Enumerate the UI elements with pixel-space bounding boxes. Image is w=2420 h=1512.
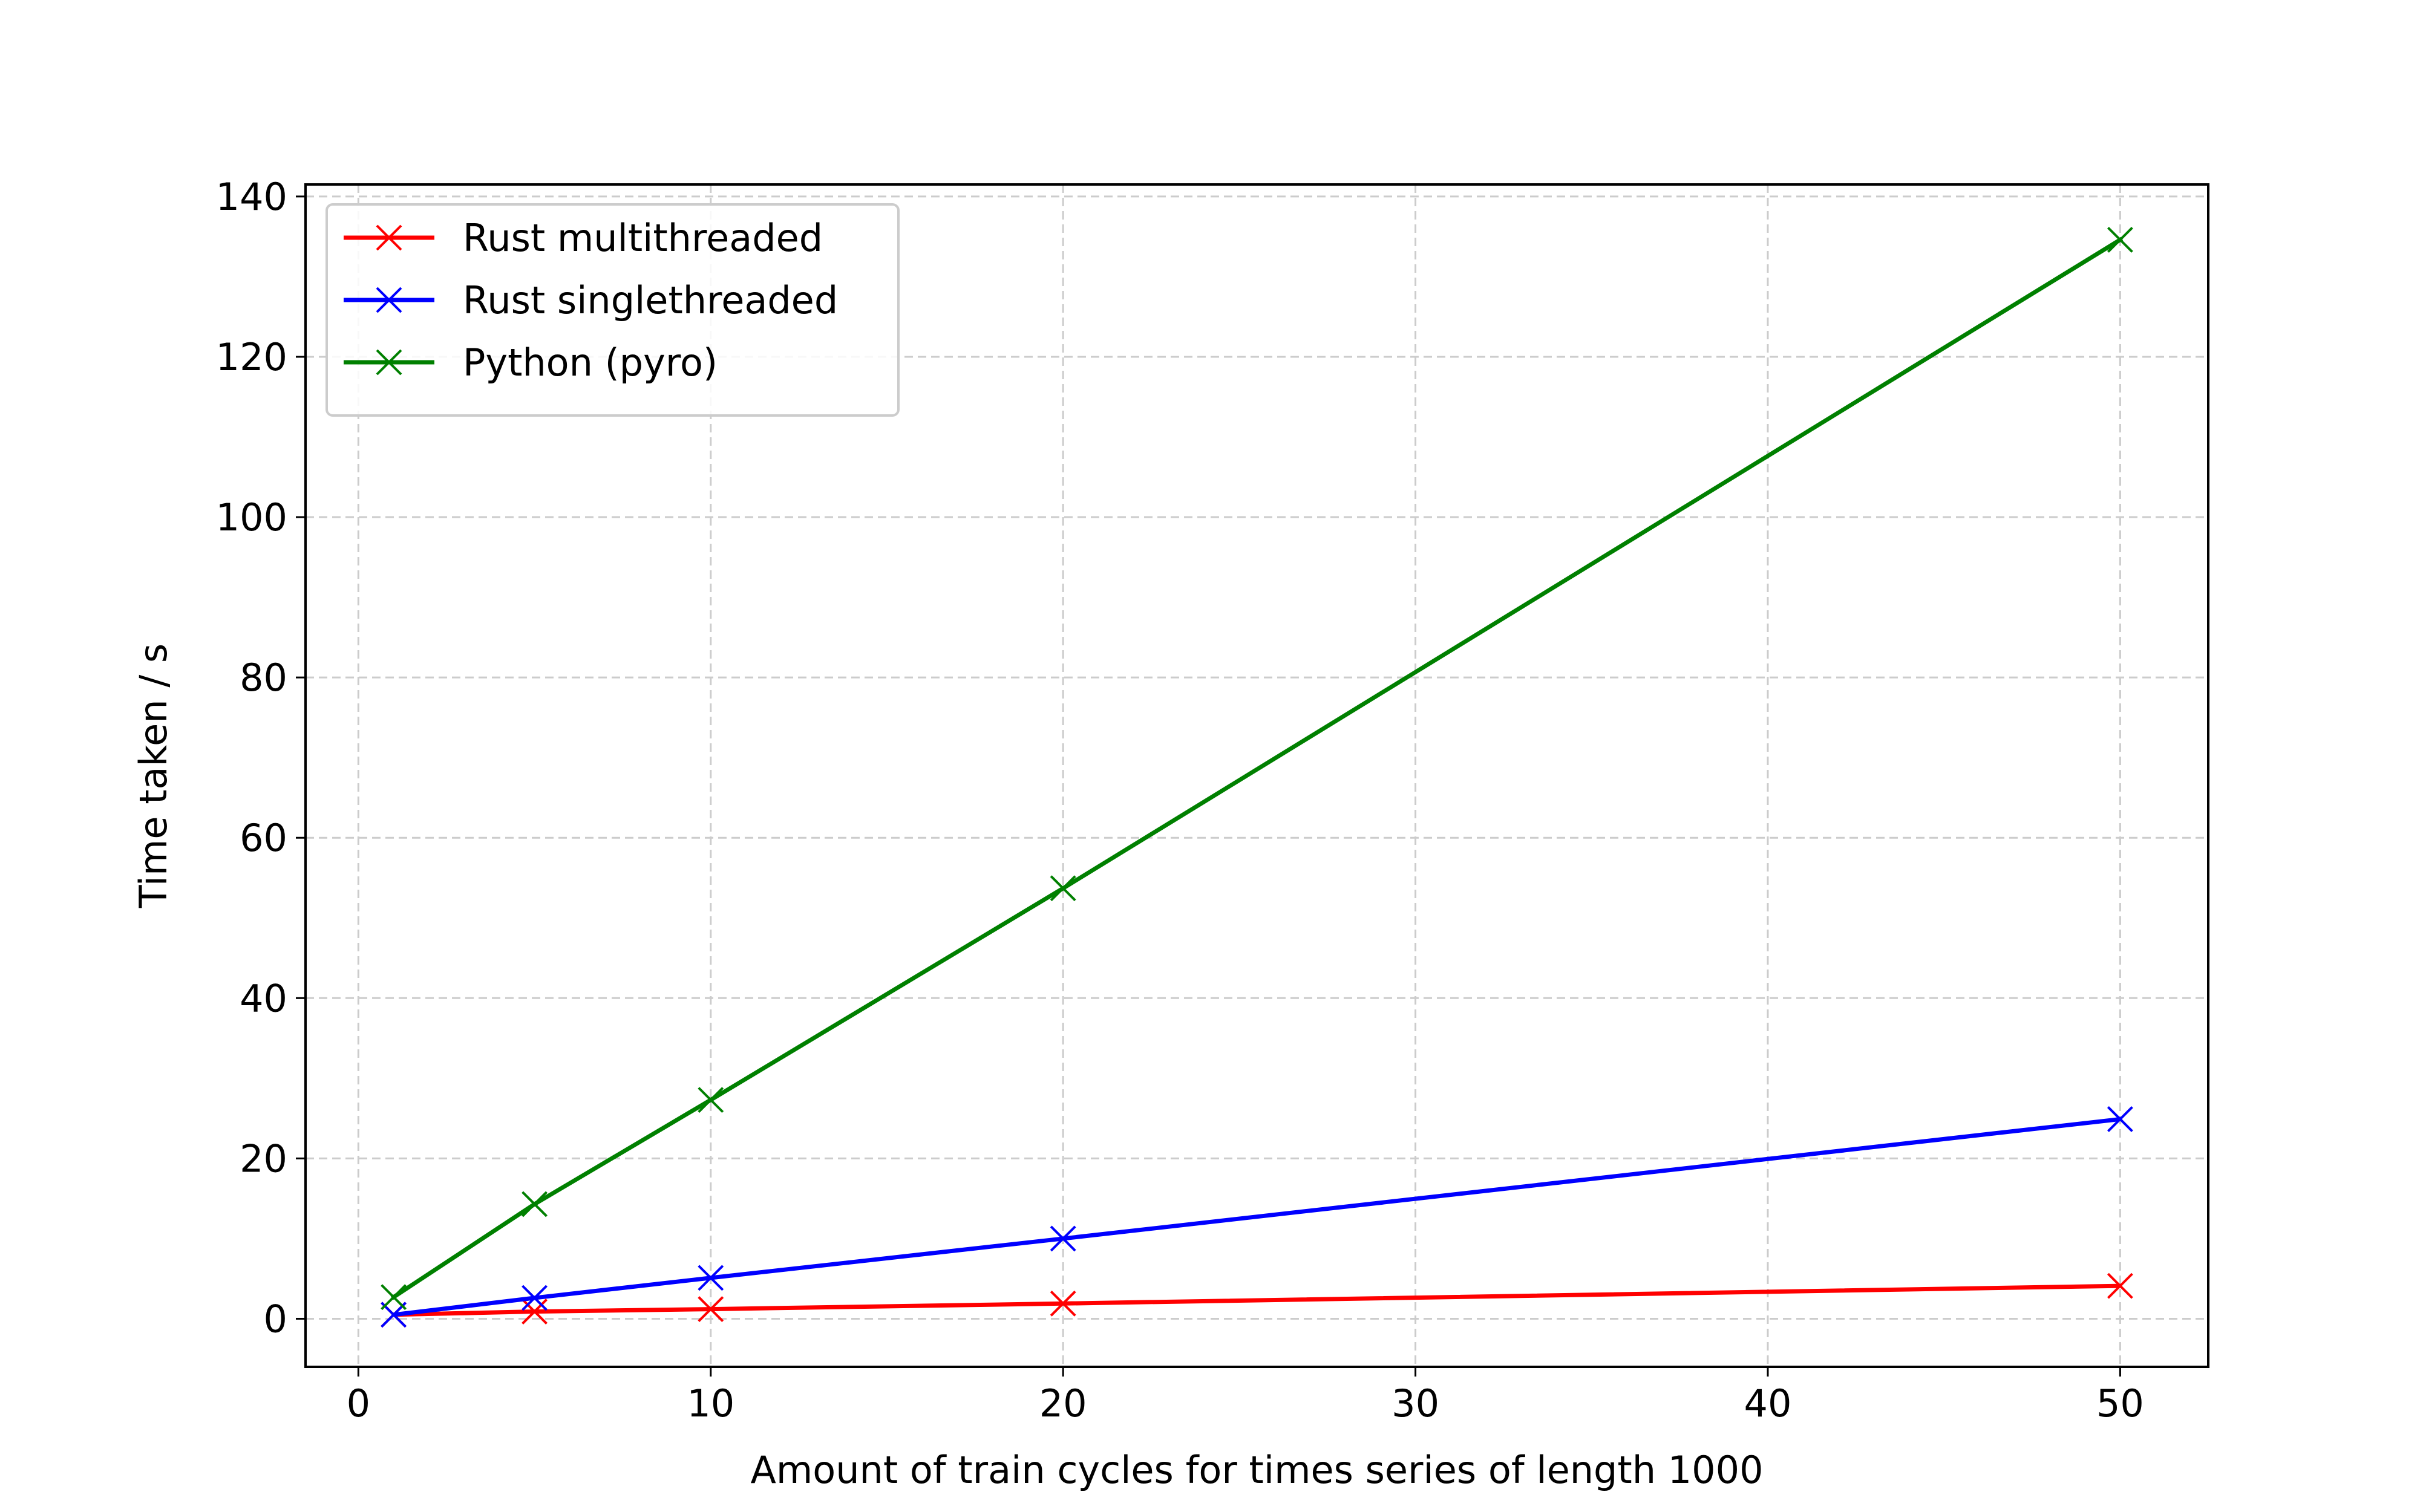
data-point [698,1087,724,1113]
y-tick-label: 140 [216,175,287,219]
legend-marker [376,224,402,251]
data-point [698,1296,724,1322]
marker-stroke [522,1299,548,1325]
series-lines [381,227,2133,1328]
marker-stroke [522,1191,548,1217]
marker-stroke [381,1284,407,1311]
data-point [1050,875,1076,902]
x-tick-label: 30 [1392,1381,1439,1426]
marker-stroke [2107,1106,2133,1132]
y-tick-label: 120 [216,335,287,379]
y-tick-label: 40 [240,976,287,1020]
marker-stroke [698,1265,724,1291]
legend-item: Python (pyro) [344,341,718,385]
marker-stroke [698,1296,724,1322]
axis-ticks: 0 10 20 30 40 50 0 20 40 60 80 100 120 140 [216,175,2144,1426]
legend: Rust multithreaded Rust singlethreaded Pyt… [325,203,900,417]
y-tick-label: 0 [264,1297,287,1341]
legend-label: Rust singlethreaded [463,278,838,322]
marker-stroke [2107,1272,2133,1299]
x-tick-label: 20 [1039,1381,1087,1426]
plot-frame [304,183,2209,1368]
x-axis-title: Amount of train cycles for times series … [750,1448,1763,1492]
series-line [391,1116,2123,1317]
data-point [381,1284,407,1311]
data-point [1050,1290,1076,1317]
data-point [522,1191,548,1217]
data-point [2107,227,2133,253]
y-tick-label: 20 [240,1136,287,1181]
x-tick-label: 50 [2096,1381,2144,1426]
series-line [391,1283,2122,1317]
x-tick-label: 0 [347,1381,370,1426]
x-tick-label: 10 [687,1381,734,1426]
marker-stroke [376,224,402,251]
y-tick-label: 60 [240,816,287,860]
legend-label: Python (pyro) [463,341,718,385]
y-tick-label: 100 [216,495,287,539]
legend-marker [376,349,402,376]
marker-stroke [376,349,402,376]
legend-label: Rust multithreaded [463,216,823,260]
marker-stroke [2107,227,2133,253]
grid-lines [306,184,2208,1367]
marker-stroke [1050,875,1076,902]
data-point [2107,1106,2133,1132]
marker-stroke [376,287,402,313]
y-tick-label: 80 [240,656,287,700]
x-tick-label: 40 [1744,1381,1792,1426]
legend-box [325,203,900,417]
series-2 [381,227,2133,1311]
data-point [522,1299,548,1325]
data-point [2107,1272,2133,1299]
legend-item: Rust singlethreaded [344,278,838,322]
marker-stroke [1050,1225,1076,1252]
data-point [698,1265,724,1291]
marker-stroke [522,1285,548,1311]
data-point [1050,1225,1076,1252]
y-axis-title: Time taken / s [131,644,175,908]
marker-stroke [1050,1290,1076,1317]
data-point [522,1285,548,1311]
legend-marker [376,287,402,313]
legend-item: Rust multithreaded [344,216,823,260]
marker-stroke [698,1087,724,1113]
series-1 [381,1106,2133,1328]
